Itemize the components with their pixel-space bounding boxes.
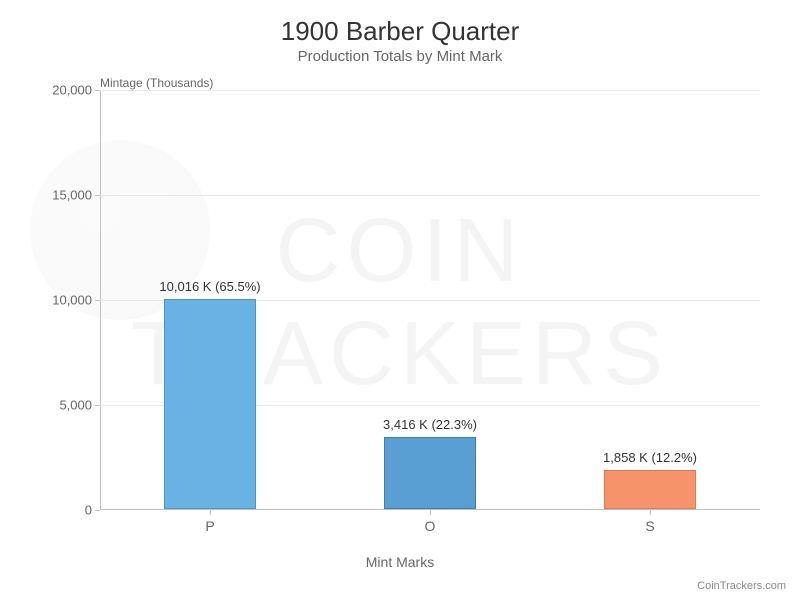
bar-O [384,437,476,509]
bar-label-O: 3,416 K (22.3%) [383,417,477,438]
bar-label-P: 10,016 K (65.5%) [159,279,260,300]
x-tick-label-O: O [425,510,436,534]
x-axis-title: Mint Marks [0,554,800,570]
y-tick-label: 0 [85,503,100,518]
y-tick-label: 15,000 [52,188,100,203]
bar-P [164,299,256,509]
bar-S [604,470,696,509]
chart-container: COIN TRACKERS 1900 Barber Quarter Produc… [0,0,800,600]
grid-line [100,90,760,91]
y-axis-title: Mintage (Thousands) [100,76,213,90]
chart-subtitle: Production Totals by Mint Mark [0,48,800,65]
chart-title: 1900 Barber Quarter [0,16,800,47]
y-tick-label: 20,000 [52,83,100,98]
plot-area: 05,00010,00015,00020,00010,016 K (65.5%)… [100,90,760,510]
x-tick-label-P: P [205,510,214,534]
attribution-text: CoinTrackers.com [697,580,786,592]
y-tick-label: 10,000 [52,293,100,308]
grid-line [100,195,760,196]
x-tick-label-S: S [645,510,654,534]
bar-label-S: 1,858 K (12.2%) [603,450,697,471]
y-tick-label: 5,000 [59,398,100,413]
